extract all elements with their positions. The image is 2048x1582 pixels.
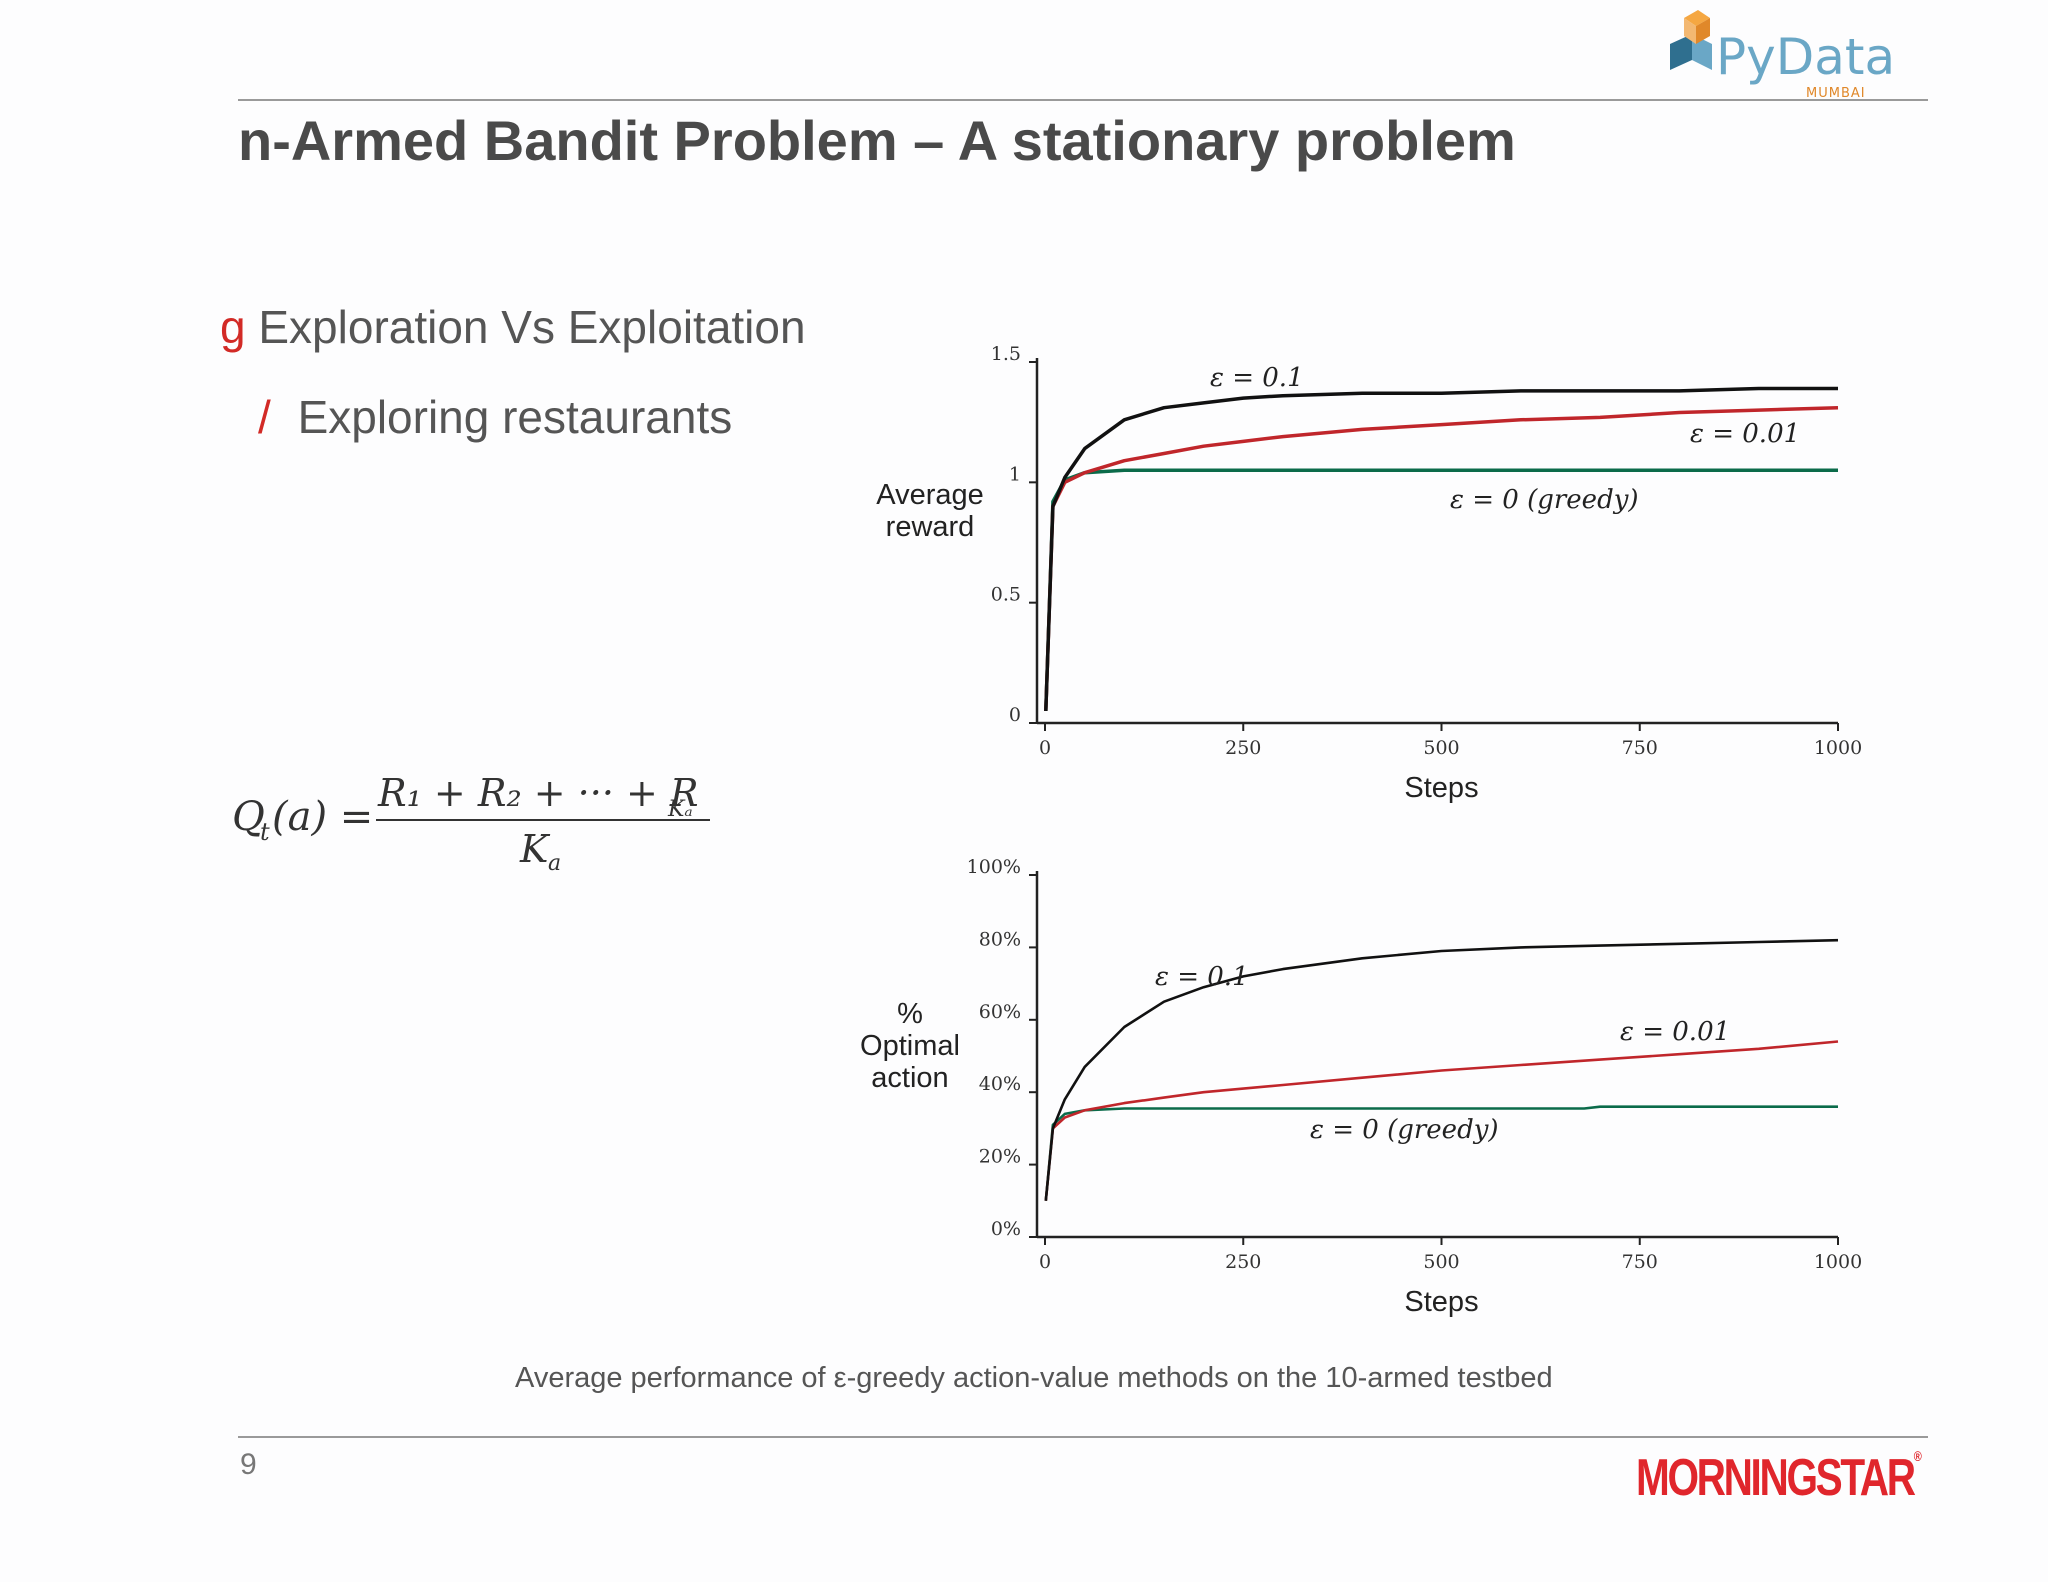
series-line-1	[1044, 405, 1839, 712]
bottom-rule	[238, 1436, 1928, 1438]
sub-bullet-text: Exploring restaurants	[297, 391, 733, 443]
pydata-wordmark: PyData	[1716, 28, 1895, 86]
x-tick-label: 500	[1423, 737, 1459, 759]
x-tick-label: 1000	[1814, 1251, 1862, 1273]
svg-text:t: t	[260, 818, 270, 846]
figure-caption: Average performance of ε-greedy action-v…	[515, 1362, 1553, 1394]
bullet-marker: g	[220, 301, 246, 353]
top-rule	[238, 99, 1928, 101]
y-tick-label: 0%	[991, 1218, 1021, 1240]
bullet-exploration: g Exploration Vs Exploitation	[220, 300, 806, 354]
series-label-1: ε = 0.01	[1690, 419, 1800, 449]
bullet-text: Exploration Vs Exploitation	[258, 301, 806, 353]
series-label-0: ε = 0.1	[1210, 363, 1304, 393]
series-line-1	[1044, 1040, 1839, 1201]
x-axis-label: Steps	[1404, 1286, 1478, 1318]
y-axis-label-line: action	[871, 1062, 948, 1094]
series-label-2: ε = 0 (greedy)	[1310, 1115, 1499, 1145]
x-tick-label: 250	[1225, 1251, 1261, 1273]
x-tick-label: 750	[1622, 1251, 1658, 1273]
series-label-0: ε = 0.1	[1155, 962, 1249, 992]
bullet-restaurants: / Exploring restaurants	[258, 390, 732, 444]
sub-bullet-marker: /	[258, 391, 271, 443]
series-line-2	[1044, 468, 1838, 712]
morningstar-logo: MORNINGSTAR®	[1636, 1448, 1922, 1507]
y-tick-label: 1.5	[991, 343, 1021, 365]
series-line-2	[1044, 1105, 1838, 1201]
svg-text:Q: Q	[232, 794, 265, 840]
y-tick-label: 60%	[979, 1001, 1021, 1023]
y-tick-label: 0	[1009, 704, 1021, 726]
pydata-logo: PyData MUMBAI	[1670, 10, 1895, 101]
x-tick-label: 0	[1039, 737, 1051, 759]
page-number: 9	[240, 1448, 257, 1481]
x-axis-label: Steps	[1404, 772, 1478, 804]
x-tick-label: 250	[1225, 737, 1261, 759]
series-label-2: ε = 0 (greedy)	[1450, 485, 1639, 515]
y-tick-label: 1	[1009, 463, 1021, 485]
y-tick-label: 20%	[979, 1146, 1021, 1168]
y-tick-label: 0.5	[991, 584, 1021, 606]
y-tick-label: 100%	[967, 856, 1021, 878]
y-axis-label-line: Optimal	[860, 1030, 960, 1062]
y-axis-label-line: Average	[876, 479, 984, 511]
svg-text:Kₐ: Kₐ	[667, 797, 693, 822]
y-axis-label-line: reward	[886, 511, 975, 543]
x-tick-label: 750	[1622, 737, 1658, 759]
x-tick-label: 0	[1039, 1251, 1051, 1273]
svg-text:a: a	[548, 851, 561, 876]
y-tick-label: 80%	[979, 928, 1021, 950]
svg-text:MUMBAI: MUMBAI	[1806, 86, 1866, 101]
series-label-1: ε = 0.01	[1620, 1017, 1730, 1047]
sample-average-formula: Q t (a) = R₁ + R₂ + ··· + R Kₐ K a	[232, 771, 710, 876]
svg-text:K: K	[519, 827, 551, 871]
y-axis-label-line: %	[897, 998, 923, 1030]
y-tick-label: 40%	[979, 1073, 1021, 1095]
svg-text:R₁ + R₂ + ··· + R: R₁ + R₂ + ··· + R	[377, 771, 699, 815]
series-line-0	[1044, 386, 1838, 712]
slide-title: n-Armed Bandit Problem – A stationary pr…	[238, 109, 1516, 172]
x-tick-label: 1000	[1814, 737, 1862, 759]
x-tick-label: 500	[1423, 1251, 1459, 1273]
svg-text:(a) =: (a) =	[272, 794, 373, 840]
series-line-0	[1044, 938, 1839, 1201]
